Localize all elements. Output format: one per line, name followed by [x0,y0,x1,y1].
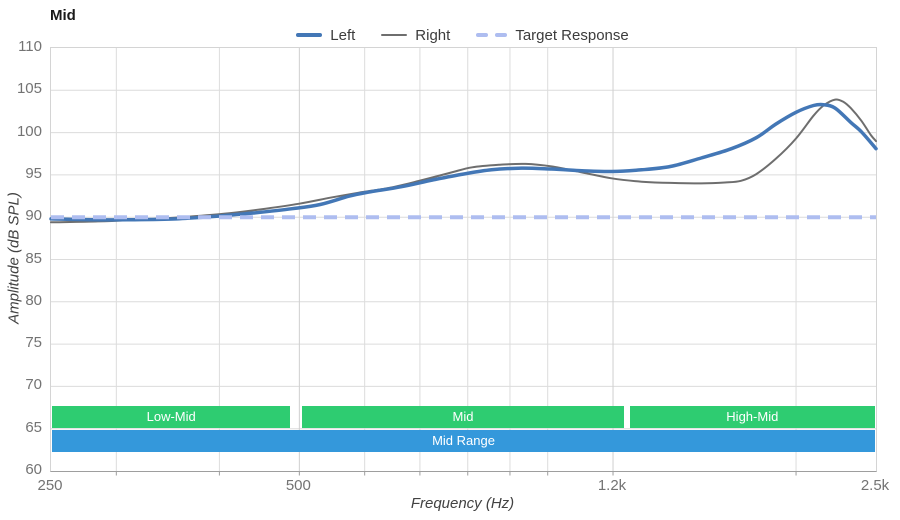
y-tick-label: 70 [25,376,42,394]
legend-item-target-response[interactable]: Target Response [476,26,629,44]
x-tick-label: 1.2k [597,477,627,494]
curve-left [49,102,878,222]
x-tick-label: 2.5k [860,477,890,494]
left-line-swatch [296,33,323,37]
legend-item-right[interactable]: Right [381,27,450,44]
right-line-swatch [381,34,408,36]
y-tick-label: 95 [25,164,42,182]
legend: Left Right Target Response [50,26,875,44]
curve-right [50,98,877,224]
band-high-mid: High-Mid [629,406,875,428]
plot-area [49,47,878,476]
legend-label-right: Right [415,26,451,44]
y-tick-label: 80 [25,291,42,309]
x-axis-title: Frequency (Hz) [410,495,515,512]
band-low-mid: Low-Mid [52,406,291,428]
y-tick-label: 110 [18,38,42,55]
y-tick-label: 85 [25,249,42,267]
x-tick-label: 500 [285,477,311,494]
x-tick-label: 250 [37,477,63,494]
target-dash-swatch [476,33,508,37]
legend-item-left[interactable]: Left [296,27,355,44]
legend-label-left: Left [330,26,356,44]
legend-label-target: Target Response [515,26,629,44]
curves-canvas [49,48,878,476]
y-tick-label: 100 [16,122,42,140]
chart-title: Mid [50,7,76,24]
y-tick-label: 75 [25,334,42,352]
y-tick-label: 60 [25,461,42,478]
y-tick-label: 105 [16,80,42,98]
y-tick-label: 90 [25,207,42,225]
y-tick-label: 65 [25,418,42,436]
band-mid-range: Mid Range [52,430,875,452]
band-mid: Mid [302,406,624,428]
